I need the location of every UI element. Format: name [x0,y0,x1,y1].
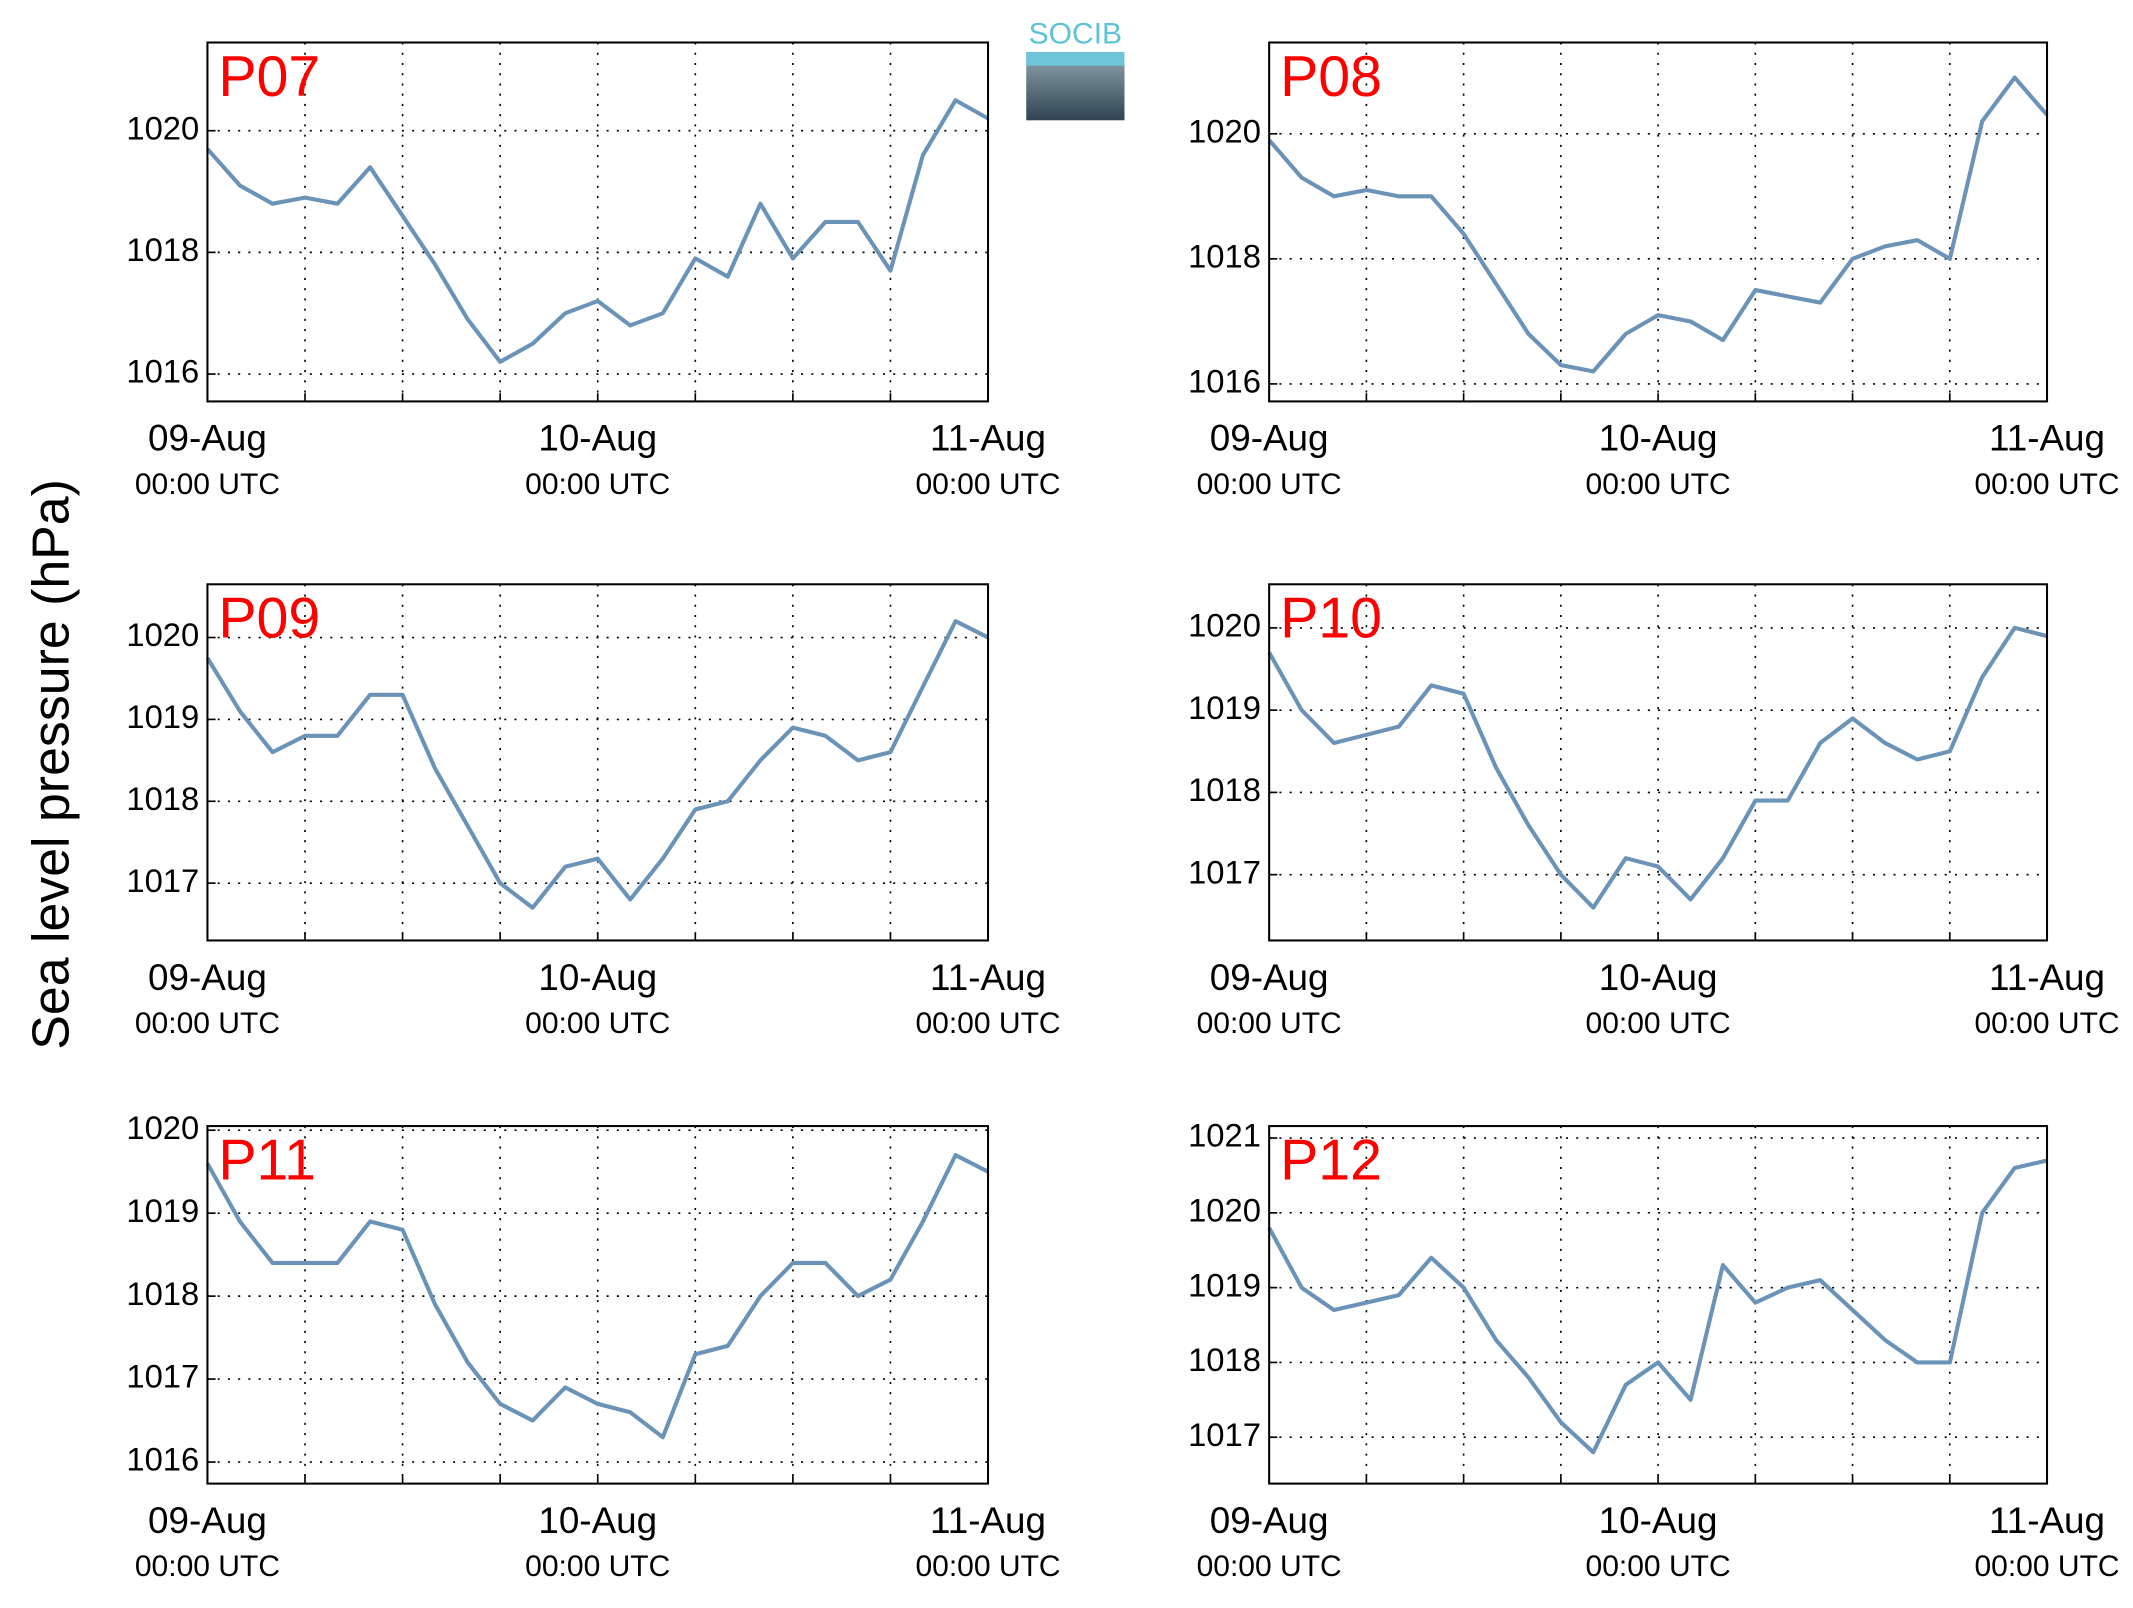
plot-area [1269,42,2048,402]
y-axis-label: Sea level pressure (hPa) [21,479,79,1050]
x-tick-label: 10-Aug [538,418,657,459]
plot-frame [206,41,990,403]
panel-title: P09 [218,587,320,651]
y-tick-label: 1018 [126,1275,199,1312]
y-tick-label: 1021 [1188,1117,1261,1154]
x-tick-sublabel: 00:00 UTC [915,468,1060,501]
plot-frame [1268,583,2049,942]
logo-text: SOCIB [1029,18,1122,51]
x-tick-sublabel: 00:00 UTC [915,1550,1060,1583]
y-tick-label: 1018 [126,780,199,817]
x-tick-label: 10-Aug [1599,957,1718,998]
plot-frame [206,1125,990,1485]
x-tick-sublabel: 00:00 UTC [1197,1550,1342,1583]
data-line [1267,75,2049,374]
x-tick-label: 09-Aug [1210,1500,1329,1541]
y-tick-label: 1020 [126,616,199,653]
data-line [205,1153,989,1440]
y-tick-label: 1019 [1188,689,1261,726]
y-tick-label: 1017 [126,1358,199,1395]
logo: SOCIB [1026,18,1125,121]
panel-title: P12 [1280,1128,1382,1192]
panel: 1017 1018 1019 1020 1021 09-Aug 00:00 UTC 10-Au… [1188,1117,2119,1583]
x-tick-label: 10-Aug [1599,1500,1718,1541]
panel-title: P08 [1280,45,1382,109]
y-tick-label: 1020 [1188,1191,1261,1228]
y-tick-label: 1018 [1188,238,1261,275]
y-tick-label: 1018 [1188,771,1261,808]
x-tick-label: 11-Aug [930,418,1046,459]
x-tick-sublabel: 00:00 UTC [1197,1007,1342,1040]
x-tick-sublabel: 00:00 UTC [525,1007,670,1040]
plot-frame [1268,1125,2049,1485]
y-tick-label: 1020 [126,1109,199,1146]
y-tick-label: 1018 [1188,1341,1261,1378]
y-tick-label: 1017 [1188,853,1261,890]
x-tick-label: 10-Aug [1599,418,1718,459]
panel: 1017 1018 1019 1020 09-Aug 00:00 UTC 10-Aug 00:… [126,583,1061,1040]
y-tick-label: 1016 [126,1441,199,1478]
plot-area [207,1126,989,1484]
x-tick-sublabel: 00:00 UTC [135,1007,280,1040]
x-tick-label: 09-Aug [148,418,267,459]
x-tick-label: 11-Aug [1989,418,2105,459]
plot-frame [1268,41,2049,403]
x-tick-sublabel: 00:00 UTC [1974,468,2119,501]
y-tick-label: 1020 [1188,112,1261,149]
x-tick-sublabel: 00:00 UTC [1586,468,1731,501]
x-tick-sublabel: 00:00 UTC [1974,1007,2119,1040]
data-line [205,619,989,910]
x-tick-sublabel: 00:00 UTC [915,1007,1060,1040]
data-line [1267,625,2048,910]
plot-area [1269,1126,2048,1484]
y-tick-label: 1016 [1188,363,1261,400]
x-tick-sublabel: 00:00 UTC [135,468,280,501]
x-tick-label: 09-Aug [1210,418,1329,459]
plot-area [1269,584,2048,941]
panel: 1016 1018 1020 09-Aug 00:00 UTC 10-Aug 00:00 U… [1188,41,2120,501]
y-tick-label: 1020 [1188,607,1261,644]
y-tick-label: 1017 [126,862,199,899]
x-tick-label: 11-Aug [1989,1500,2105,1541]
y-tick-label: 1017 [1188,1416,1261,1453]
x-tick-sublabel: 00:00 UTC [525,468,670,501]
plot-frame [206,583,990,942]
x-tick-sublabel: 00:00 UTC [1197,468,1342,501]
panel: 1017 1018 1019 1020 09-Aug 00:00 UTC 10-Aug 00:… [1188,583,2120,1040]
x-tick-label: 11-Aug [1989,957,2105,998]
y-tick-label: 1018 [126,231,199,268]
x-tick-sublabel: 00:00 UTC [135,1550,280,1583]
x-tick-sublabel: 00:00 UTC [525,1550,670,1583]
panel-title: P11 [218,1128,316,1192]
y-tick-label: 1016 [126,353,199,390]
x-tick-label: 11-Aug [930,1500,1046,1541]
panel-title: P10 [1280,587,1382,651]
y-tick-label: 1019 [126,1192,199,1229]
logo-wave [1026,52,1125,66]
y-tick-label: 1020 [126,109,199,146]
y-tick-label: 1019 [1188,1266,1261,1303]
plot-area [207,42,989,402]
x-tick-sublabel: 00:00 UTC [1586,1550,1731,1583]
x-tick-label: 09-Aug [1210,957,1329,998]
x-tick-label: 11-Aug [930,957,1046,998]
panel: 1016 1017 1018 1019 1020 09-Aug 00:00 UTC 10-Au… [126,1109,1060,1583]
data-line [205,98,990,364]
x-tick-sublabel: 00:00 UTC [1974,1550,2119,1583]
data-line [1267,1158,2048,1455]
x-tick-label: 10-Aug [538,1500,657,1541]
x-tick-label: 09-Aug [148,1500,267,1541]
panel-title: P07 [218,45,320,109]
x-tick-label: 09-Aug [148,957,267,998]
x-tick-label: 10-Aug [538,957,657,998]
y-tick-label: 1019 [126,698,199,735]
x-tick-sublabel: 00:00 UTC [1586,1007,1731,1040]
panel: 1016 1018 1020 09-Aug 00:00 UTC 10-Aug 00:00 U… [126,41,1061,501]
